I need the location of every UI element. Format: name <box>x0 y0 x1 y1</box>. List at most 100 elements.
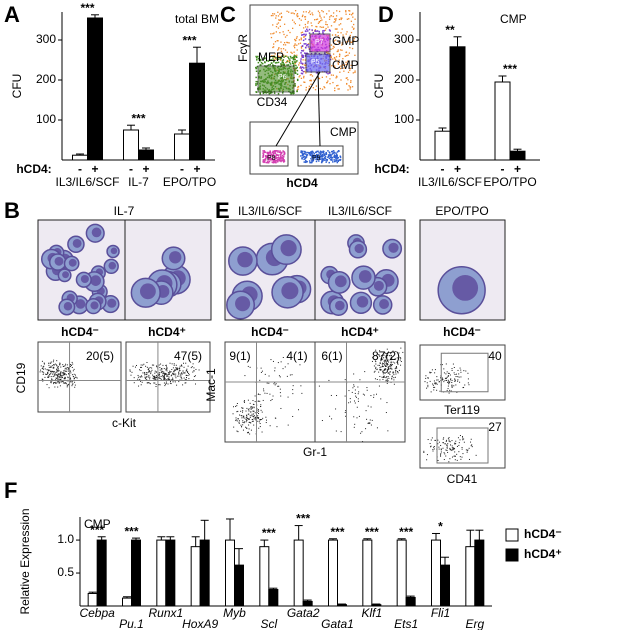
event-dot <box>287 363 289 365</box>
event-dot <box>319 20 322 22</box>
event-dot <box>57 374 59 376</box>
event-dot <box>289 59 291 61</box>
event-dot <box>370 424 372 426</box>
event-dot <box>248 410 250 412</box>
event-dot <box>283 42 286 44</box>
event-dot <box>277 61 280 64</box>
event-dot <box>279 157 281 159</box>
gate: P5 <box>311 59 320 66</box>
event-dot <box>264 373 266 375</box>
event-dot <box>263 150 266 152</box>
event-dot <box>260 409 262 411</box>
event-dot <box>265 422 267 424</box>
event-dot <box>274 384 276 386</box>
event-dot <box>387 368 389 370</box>
event-dot <box>71 361 73 363</box>
event-dot <box>440 448 442 450</box>
event-dot <box>385 360 387 362</box>
event-dot <box>297 85 300 88</box>
event-dot <box>353 40 355 42</box>
event-dot <box>62 365 64 367</box>
event-dot <box>337 62 339 64</box>
event-dot <box>345 77 347 79</box>
event-dot <box>260 406 262 408</box>
event-dot <box>158 377 160 379</box>
event-dot <box>448 437 450 439</box>
event-dot <box>373 394 375 396</box>
event-dot <box>352 41 354 43</box>
event-dot <box>386 370 388 372</box>
event-dot <box>272 158 274 161</box>
event-dot <box>153 382 155 384</box>
event-dot <box>437 439 439 441</box>
event-dot <box>329 82 331 85</box>
event-dot <box>333 65 336 67</box>
event-dot <box>280 395 282 397</box>
event-dot <box>385 363 387 365</box>
event-dot <box>352 16 354 18</box>
event-dot <box>380 369 382 371</box>
event-dot <box>241 415 243 417</box>
event-dot <box>336 159 338 162</box>
event-dot <box>263 390 265 392</box>
event-dot <box>322 31 324 34</box>
event-dot <box>354 392 356 394</box>
event-dot <box>303 81 305 83</box>
event-dot <box>330 156 332 159</box>
event-dot <box>50 366 52 368</box>
event-dot <box>51 370 53 372</box>
event-dot <box>272 33 274 35</box>
event-dot <box>60 374 62 376</box>
event-dot <box>156 365 158 367</box>
event-dot <box>386 371 388 373</box>
event-dot <box>379 367 381 369</box>
event-dot <box>47 371 49 373</box>
bar <box>234 564 244 607</box>
event-dot <box>133 377 135 379</box>
event-dot <box>272 155 274 157</box>
event-dot <box>427 386 429 388</box>
decoration <box>37 4 506 469</box>
event-dot <box>58 369 60 371</box>
event-dot <box>53 375 55 377</box>
event-dot <box>269 55 272 58</box>
event-dot <box>279 13 281 15</box>
significance: *** <box>296 512 310 526</box>
event-dot <box>294 63 296 65</box>
event-dot <box>267 60 270 62</box>
event-dot <box>336 155 338 157</box>
event-dot <box>48 387 50 389</box>
event-dot <box>277 157 279 159</box>
event-dot <box>278 375 280 377</box>
event-dot <box>310 79 312 81</box>
event-dot <box>440 455 442 457</box>
nucleus <box>75 299 86 309</box>
event-dot <box>42 368 44 370</box>
event-dot <box>318 160 320 162</box>
event-dot <box>309 10 311 12</box>
event-dot <box>282 368 284 370</box>
event-dot <box>379 369 381 371</box>
event-dot <box>168 377 170 379</box>
event-dot <box>264 392 266 394</box>
event-dot <box>283 54 285 56</box>
event-dot <box>260 64 262 66</box>
bar <box>259 546 270 607</box>
event-dot <box>165 372 167 374</box>
event-dot <box>254 395 256 397</box>
event-dot <box>308 85 311 87</box>
event-dot <box>183 366 185 368</box>
event-dot <box>400 357 402 359</box>
event-dot <box>288 11 290 13</box>
significance: *** <box>182 33 196 47</box>
event-dot <box>282 158 285 160</box>
event-dot <box>354 402 356 404</box>
event-dot <box>48 375 50 377</box>
event-dot <box>328 29 331 31</box>
event-dot <box>242 420 244 422</box>
event-dot <box>332 12 335 14</box>
event-dot <box>59 364 61 366</box>
significance: *** <box>262 526 276 540</box>
nucleus <box>62 271 69 279</box>
event-dot <box>389 365 391 367</box>
